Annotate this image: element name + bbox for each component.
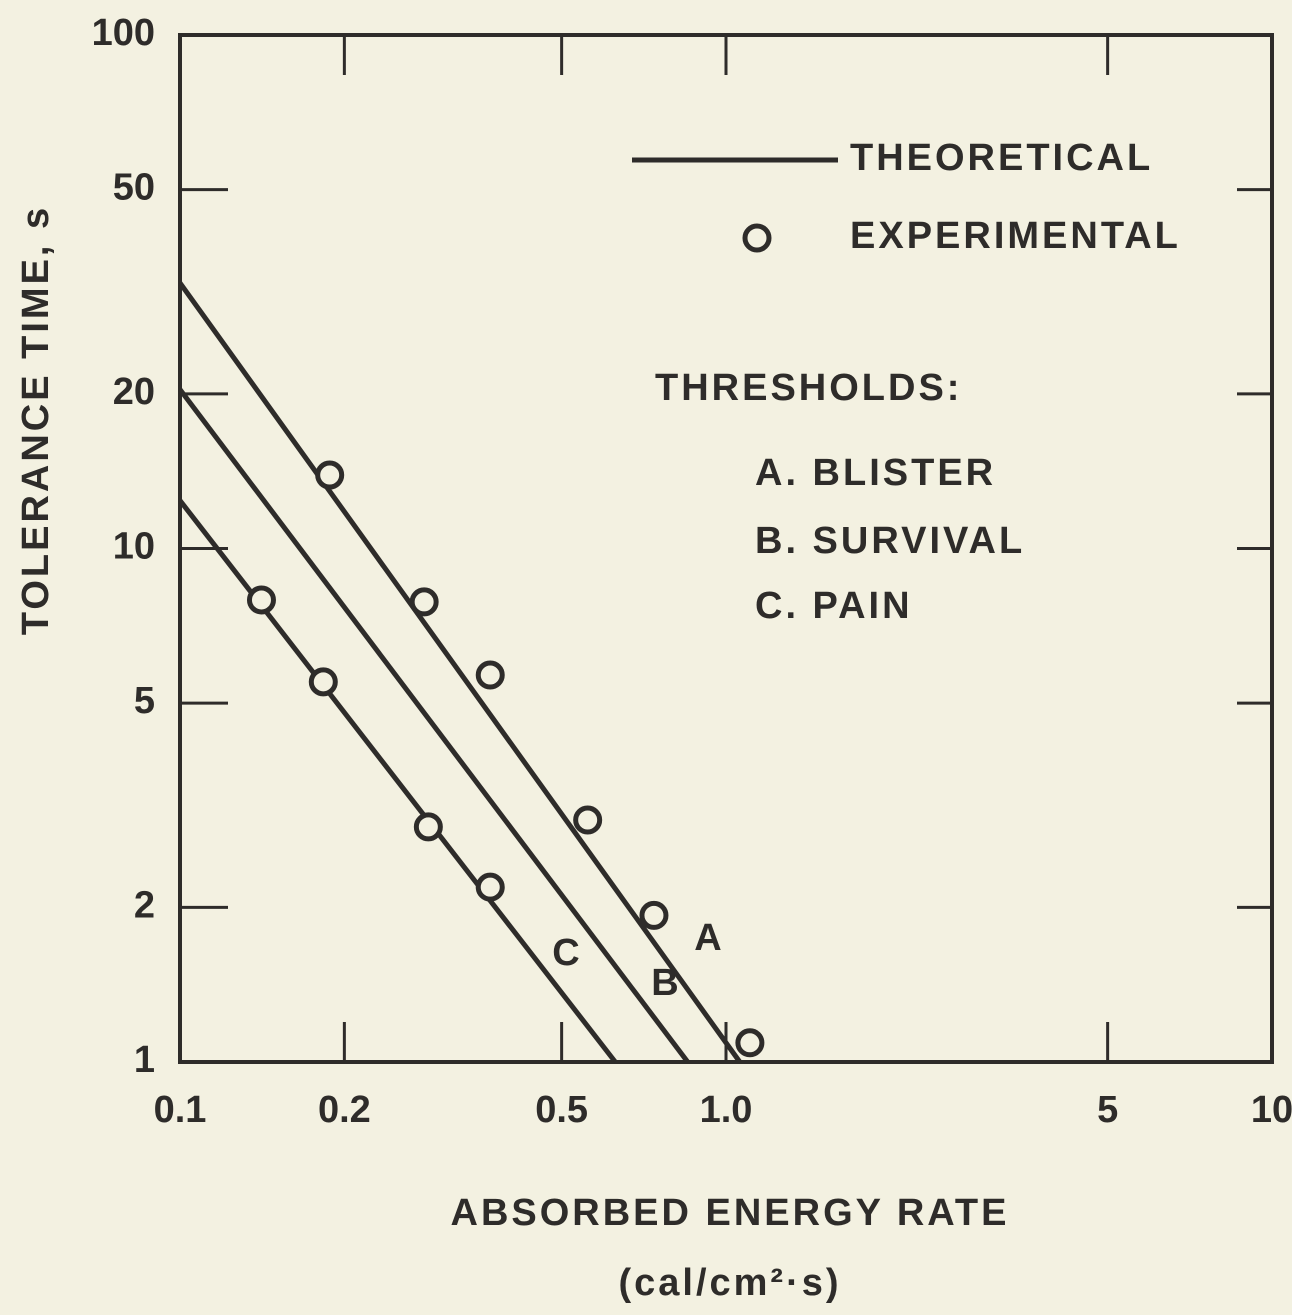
y-tick-label: 100 [92,12,155,54]
experimental-point [246,585,276,615]
y-axis-label: TOLERANCE TIME, s [15,205,57,635]
x-axis-unit: (cal/cm²·s) [618,1262,841,1304]
experimental-point [735,1028,765,1058]
y-tick-label: 2 [134,884,155,926]
threshold-item: C. PAIN [755,585,913,627]
experimental-point [639,900,669,930]
line-label: B [651,962,678,1004]
x-tick-label: 0.5 [535,1089,588,1131]
theoretical-line [178,387,690,1064]
line-label: A [694,917,721,959]
experimental-point [308,667,338,697]
plot-frame [178,33,1274,1064]
x-axis-label: ABSORBED ENERGY RATE [451,1192,1010,1234]
y-tick-label: 20 [113,371,155,413]
threshold-item: B. SURVIVAL [755,520,1025,562]
theoretical-line [177,281,742,1064]
y-tick-label: 10 [113,526,155,568]
experimental-point [409,587,439,617]
legend-label: EXPERIMENTAL [850,215,1181,257]
experimental-point [573,805,603,835]
experimental-point [475,872,505,902]
y-tick-label: 1 [134,1039,155,1081]
y-tick-label: 5 [134,680,155,722]
line-label: C [552,932,579,974]
x-tick-label: 10 [1251,1089,1292,1131]
x-tick-label: 0.2 [318,1089,371,1131]
legend-marker [742,223,772,253]
experimental-point [315,460,345,490]
y-tick-label: 50 [113,167,155,209]
x-tick-label: 1.0 [700,1089,753,1131]
experimental-point [413,812,443,842]
experimental-point [475,660,505,690]
x-tick-label: 5 [1097,1089,1118,1131]
thresholds-heading: THRESHOLDS: [655,367,962,409]
x-tick-label: 0.1 [154,1089,207,1131]
legend-label: THEORETICAL [850,137,1153,179]
threshold-item: A. BLISTER [755,452,996,494]
